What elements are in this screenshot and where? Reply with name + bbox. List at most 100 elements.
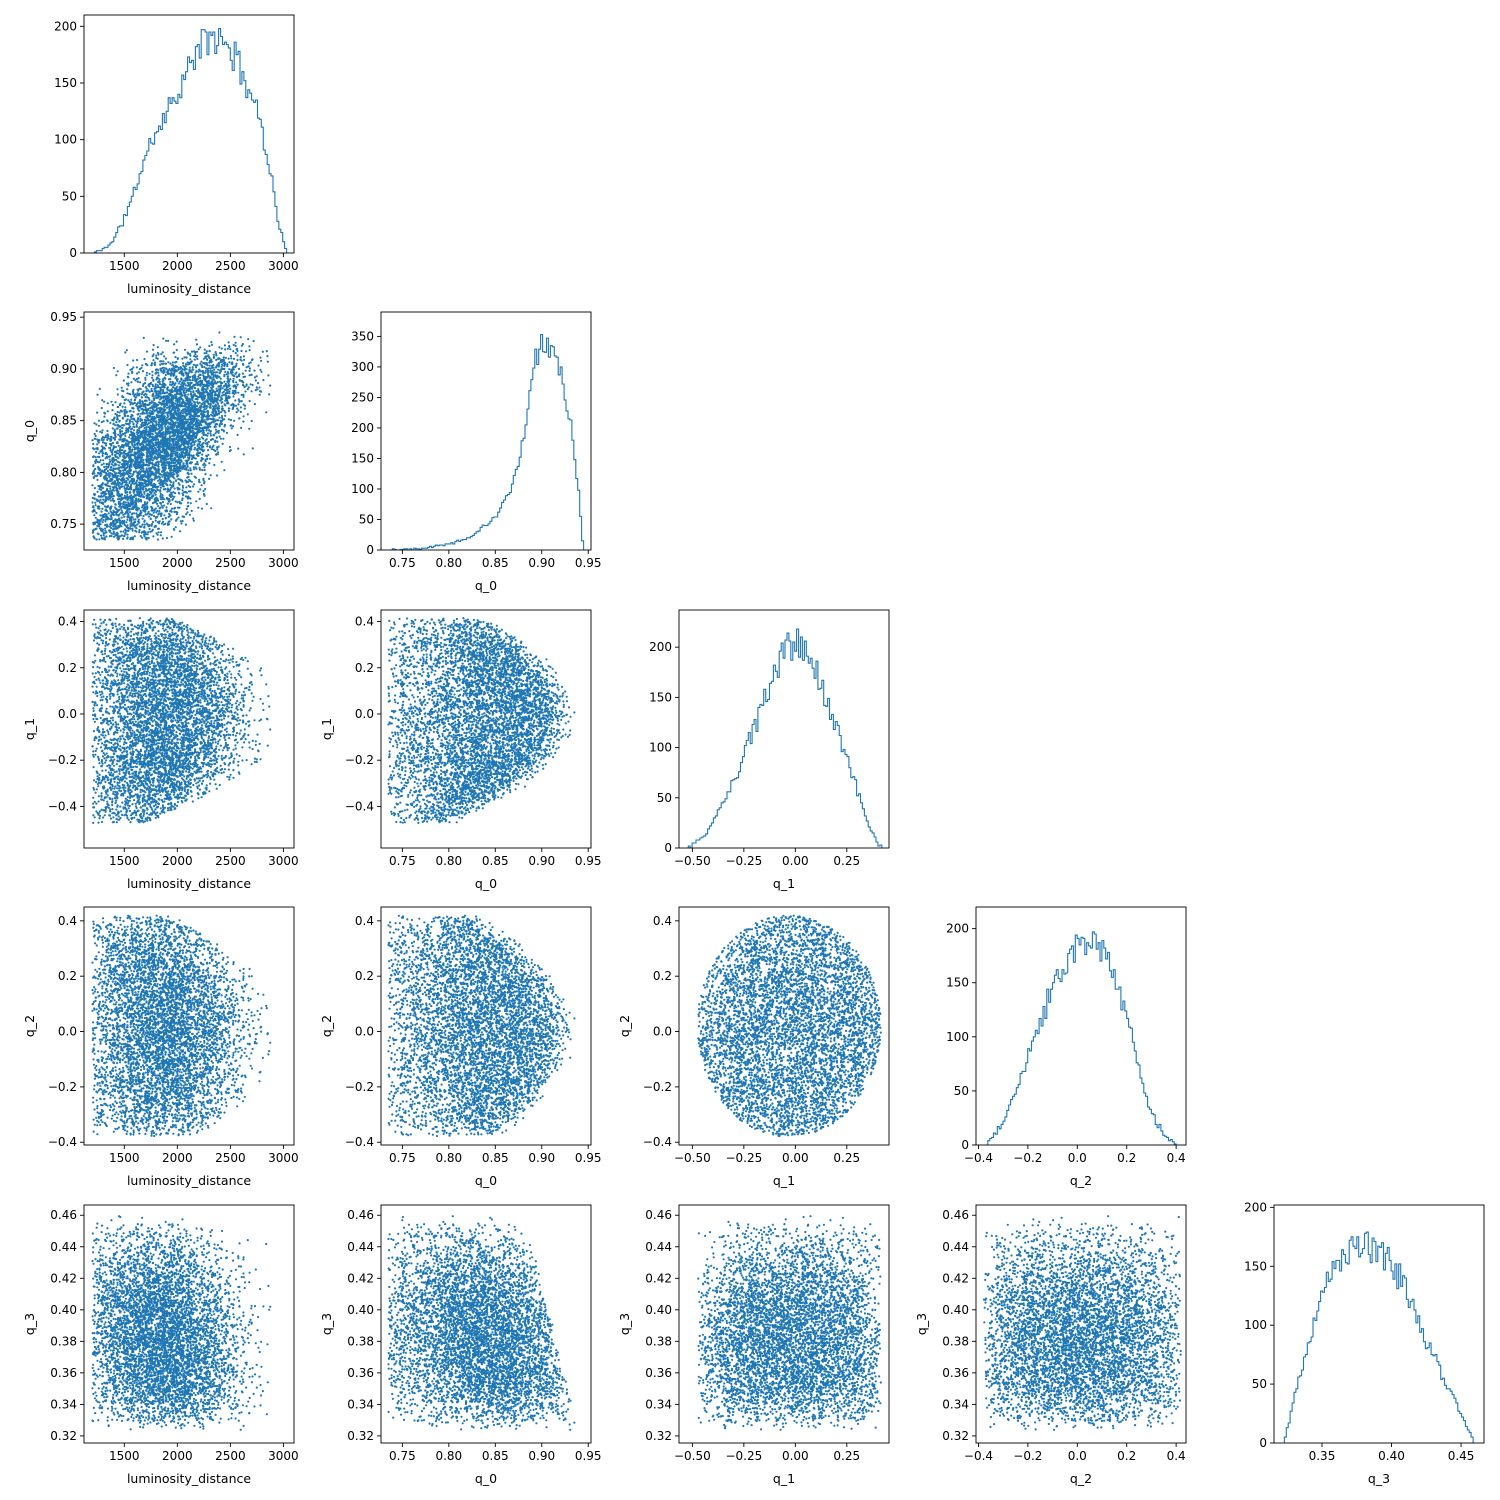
scatter-point xyxy=(227,357,230,360)
scatter-point xyxy=(242,420,245,423)
scatter-point xyxy=(201,457,204,460)
scatter-point xyxy=(132,439,135,442)
scatter-point xyxy=(158,423,161,426)
scatter-point xyxy=(133,399,136,402)
scatter-point xyxy=(184,433,187,436)
scatter-point xyxy=(158,520,161,523)
scatter-point xyxy=(206,376,209,379)
scatter-point xyxy=(203,371,206,374)
scatter-point xyxy=(137,477,140,480)
scatter-point xyxy=(125,420,128,423)
scatter-point xyxy=(207,440,210,443)
scatter-point xyxy=(150,425,153,428)
y-tick-label: 100 xyxy=(54,133,77,147)
scatter-point xyxy=(100,445,103,448)
scatter-point xyxy=(148,412,151,415)
scatter-point xyxy=(138,529,141,532)
scatter-point xyxy=(155,405,158,408)
scatter-point xyxy=(121,505,124,508)
scatter-point xyxy=(108,446,111,449)
scatter-point xyxy=(209,430,212,433)
scatter-point xyxy=(204,355,207,358)
scatter-point xyxy=(103,492,106,495)
scatter-point xyxy=(208,361,211,364)
scatter-point xyxy=(144,376,147,379)
scatter-point xyxy=(174,526,177,529)
scatter-point xyxy=(218,425,221,428)
scatter-point xyxy=(160,454,163,457)
scatter-point xyxy=(155,434,158,438)
scatter-point xyxy=(120,466,124,469)
scatter-point xyxy=(158,510,161,513)
scatter-point xyxy=(109,487,112,490)
scatter-point xyxy=(110,526,113,530)
scatter-point xyxy=(136,515,139,518)
scatter-point xyxy=(125,467,128,470)
scatter-point xyxy=(242,403,245,406)
scatter-point xyxy=(103,512,107,516)
scatter-point xyxy=(142,482,145,485)
scatter-point xyxy=(214,351,217,354)
scatter-point xyxy=(179,530,182,533)
scatter-point xyxy=(162,474,166,477)
scatter-point xyxy=(143,441,146,444)
scatter-point xyxy=(109,468,112,472)
scatter-point xyxy=(234,341,237,344)
scatter-point xyxy=(146,489,150,492)
scatter-point xyxy=(100,534,103,537)
scatter-point xyxy=(191,368,194,371)
scatter-point xyxy=(229,387,232,390)
scatter-point xyxy=(206,445,209,448)
y-tick-label: 0 xyxy=(69,246,77,260)
scatter-point xyxy=(205,380,208,383)
scatter-point xyxy=(160,522,163,525)
scatter-point xyxy=(232,343,235,346)
scatter-point xyxy=(97,419,101,422)
scatter-point xyxy=(133,479,136,482)
scatter-point xyxy=(170,408,173,411)
scatter-point xyxy=(171,434,174,437)
scatter-point xyxy=(245,384,248,387)
scatter-point xyxy=(103,465,106,469)
scatter-point xyxy=(214,403,217,406)
scatter-point xyxy=(168,500,171,503)
scatter-point xyxy=(253,369,256,372)
scatter-point xyxy=(134,518,137,521)
scatter-point xyxy=(198,478,201,481)
scatter-point xyxy=(163,470,166,473)
scatter-point xyxy=(182,462,185,465)
scatter-point xyxy=(128,508,131,511)
scatter-point xyxy=(171,495,174,498)
scatter-point xyxy=(122,476,125,479)
scatter-point xyxy=(111,482,115,485)
scatter-point xyxy=(182,464,185,467)
scatter-point xyxy=(191,429,194,432)
scatter-point xyxy=(255,386,258,389)
scatter-point xyxy=(212,366,215,369)
scatter-point xyxy=(198,376,202,380)
scatter-point xyxy=(140,493,143,496)
scatter-point xyxy=(225,388,228,391)
scatter-point xyxy=(120,479,123,482)
scatter-point xyxy=(189,420,192,423)
scatter-point xyxy=(100,510,103,513)
scatter-point xyxy=(181,394,184,397)
scatter-point xyxy=(214,425,217,428)
scatter-point xyxy=(115,513,118,516)
scatter-point xyxy=(200,507,203,510)
scatter-point xyxy=(93,487,96,490)
scatter-point xyxy=(203,494,206,497)
scatter-point xyxy=(226,375,229,378)
scatter-point xyxy=(105,523,109,526)
scatter-point xyxy=(129,525,132,528)
scatter-point xyxy=(93,537,96,540)
scatter-point xyxy=(193,403,196,406)
scatter-point xyxy=(126,418,129,421)
scatter-point xyxy=(191,376,194,379)
scatter-point xyxy=(235,375,238,378)
scatter-point xyxy=(182,362,185,365)
scatter-point xyxy=(248,349,251,352)
scatter-point xyxy=(144,513,147,516)
scatter-point xyxy=(131,406,134,409)
scatter-point xyxy=(108,455,111,458)
